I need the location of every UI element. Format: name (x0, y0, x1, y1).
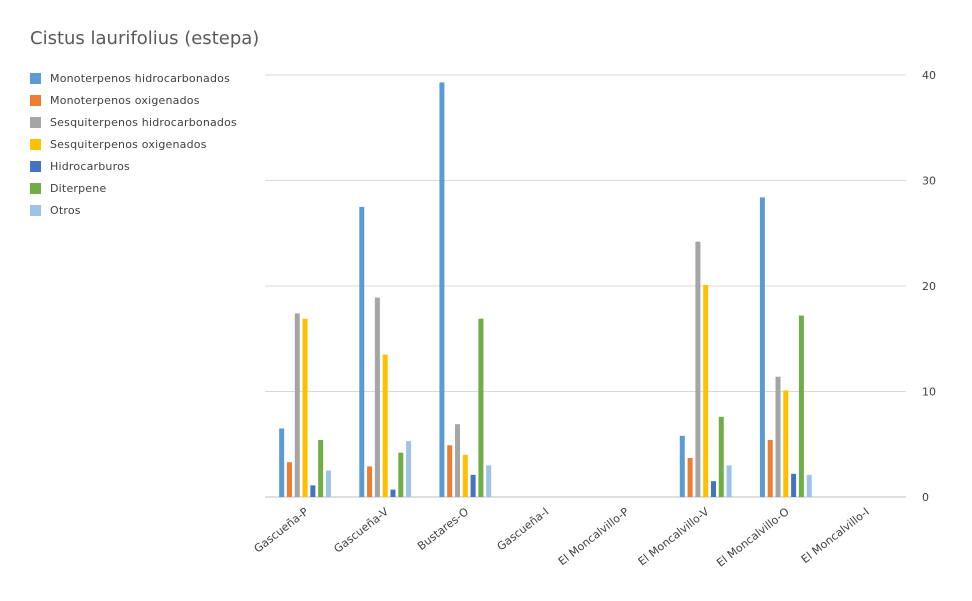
legend-swatch (30, 160, 41, 172)
legend-item: Monoterpenos hidrocarbonados (30, 67, 237, 89)
bar (439, 82, 445, 497)
legend-item: Hidrocarburos (30, 155, 237, 177)
y-tick-label: 20 (922, 280, 936, 293)
bar (447, 445, 453, 497)
bar (486, 465, 492, 497)
bar (806, 474, 812, 497)
bar (398, 452, 404, 497)
chart-title: Cistus laurifolius (estepa) (30, 28, 260, 49)
bar (462, 454, 468, 497)
category-label: El Moncalvillo-O (714, 505, 792, 570)
bar (791, 473, 797, 497)
category-label: El Moncalvillo-V (636, 505, 712, 568)
bar (718, 416, 724, 497)
bar (759, 197, 765, 497)
bar (687, 457, 693, 497)
legend-label: Diterpene (50, 181, 107, 195)
legend-swatch (30, 138, 41, 150)
bar (679, 435, 685, 497)
bar (478, 318, 484, 497)
bar (703, 284, 709, 497)
legend-item: Otros (30, 199, 237, 221)
bar (798, 315, 804, 497)
bar (470, 474, 476, 497)
y-tick-label: 10 (922, 386, 936, 399)
bar (455, 424, 461, 497)
bar (367, 466, 373, 497)
legend-label: Otros (50, 203, 81, 217)
bar (279, 428, 285, 497)
legend-item: Sesquiterpenos oxigenados (30, 133, 237, 155)
bar (374, 297, 380, 497)
bar (359, 206, 365, 497)
category-label: Gascueña-I (495, 505, 552, 553)
bar (382, 354, 388, 497)
chart-legend: Monoterpenos hidrocarbonados Monoterpenos… (30, 67, 237, 221)
bar (325, 470, 331, 497)
bar (302, 318, 308, 497)
bar (286, 462, 292, 497)
bar (318, 440, 324, 497)
category-label: Gascueña-V (332, 505, 392, 556)
legend-label: Monoterpenos oxigenados (50, 93, 200, 107)
bar (390, 489, 396, 497)
legend-label: Hidrocarburos (50, 159, 130, 173)
bar (783, 390, 789, 497)
legend-item: Monoterpenos oxigenados (30, 89, 237, 111)
bar (710, 481, 716, 497)
bar (695, 241, 701, 497)
legend-label: Sesquiterpenos hidrocarbonados (50, 115, 237, 129)
bar (726, 465, 732, 497)
bar (294, 313, 300, 497)
legend-swatch (30, 72, 41, 84)
y-tick-label: 40 (922, 69, 936, 82)
legend-item: Sesquiterpenos hidrocarbonados (30, 111, 237, 133)
legend-swatch (30, 94, 41, 106)
legend-swatch (30, 116, 41, 128)
legend-label: Monoterpenos hidrocarbonados (50, 71, 231, 85)
category-label: El Moncalvillo-P (556, 505, 632, 568)
bar (775, 376, 781, 497)
bar (310, 485, 316, 497)
legend-label: Sesquiterpenos oxigenados (50, 137, 207, 151)
legend-item: Diterpene (30, 177, 237, 199)
y-tick-label: 30 (922, 175, 936, 188)
bar (406, 441, 412, 497)
category-label: Gascueña-P (252, 505, 312, 556)
legend-swatch (30, 182, 41, 194)
bar (767, 440, 773, 497)
legend-swatch (30, 204, 41, 216)
category-label: El Moncalvillo-I (799, 505, 872, 566)
category-label: Bustares-O (415, 505, 471, 553)
y-tick-label: 0 (922, 491, 929, 504)
